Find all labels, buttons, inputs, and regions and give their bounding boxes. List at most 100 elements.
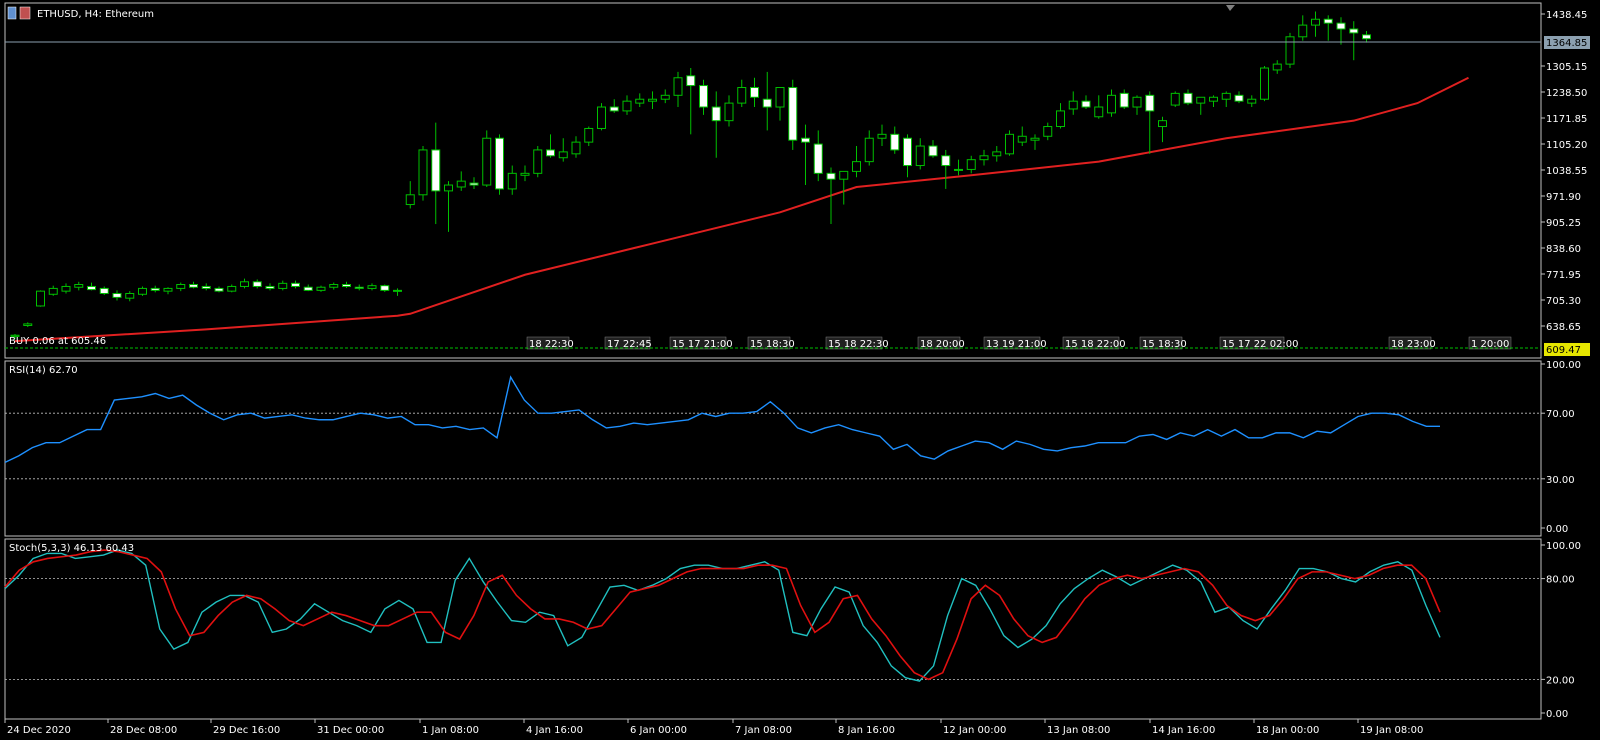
bear-candle [303, 286, 313, 291]
bull-candle [163, 287, 173, 292]
event-marker[interactable] [1139, 336, 1183, 350]
bear-candle [1145, 94, 1155, 112]
bull-candle [1043, 126, 1053, 137]
bear-candle [201, 285, 211, 289]
bear-candle [189, 284, 198, 288]
rsi-tick-label: 100.00 [1546, 360, 1581, 371]
bull-candle [507, 172, 517, 190]
bull-candle [915, 145, 925, 167]
price-panel-frame [4, 2, 1542, 359]
price-tick-label: 705.30 [1546, 296, 1581, 307]
rsi-line [4, 375, 1440, 464]
event-marker[interactable] [1219, 336, 1285, 350]
bear-candle [686, 75, 696, 87]
bear-candle [928, 145, 938, 157]
x-tick-label: 24 Dec 2020 [7, 725, 71, 736]
bull-candle [571, 141, 581, 155]
event-marker[interactable] [917, 336, 961, 350]
rsi-tick-label: 70.00 [1546, 409, 1575, 420]
bear-candle [1234, 94, 1244, 102]
event-marker[interactable] [1388, 336, 1432, 350]
bull-candle [877, 133, 887, 139]
bear-candle [941, 155, 951, 167]
bear-candle [699, 85, 708, 108]
bear-candle [342, 284, 351, 287]
bull-candle [418, 149, 428, 196]
event-marker-label: 15 18:30 [1142, 339, 1187, 350]
bull-candle [1221, 92, 1231, 100]
bear-candle [1362, 34, 1371, 40]
bull-candle [444, 184, 453, 192]
bull-candle [1298, 24, 1308, 38]
event-marker[interactable] [1062, 336, 1120, 350]
price-tick-label: 1438.45 [1546, 10, 1587, 21]
bull-candle [966, 159, 976, 170]
event-marker-label: 17 22:45 [607, 339, 652, 350]
price-tick-label: 838.60 [1546, 244, 1581, 255]
bull-candle [660, 94, 670, 100]
bull-candle [533, 149, 543, 174]
bear-candle [380, 285, 390, 291]
bull-candle [456, 180, 466, 188]
price-tick-label: 1171.85 [1546, 114, 1587, 125]
event-marker[interactable] [825, 336, 883, 350]
x-tick-label: 14 Jan 16:00 [1152, 725, 1215, 736]
stoch-tick-label: 80.00 [1546, 575, 1575, 586]
event-marker-label: 15 17 22 02:00 [1222, 339, 1299, 350]
current-price-text: 1364.85 [1546, 38, 1587, 49]
price-tick-label: 638.65 [1546, 322, 1581, 333]
bear-candle [265, 285, 275, 289]
stoch-tick-label: 20.00 [1546, 675, 1575, 686]
x-tick-label: 8 Jan 16:00 [838, 725, 895, 736]
bull-candle [597, 106, 606, 129]
event-marker-label: 15 18 22:00 [1065, 339, 1126, 350]
bear-candle [903, 137, 912, 167]
bull-candle [724, 102, 734, 122]
bull-candle [1209, 96, 1218, 102]
bear-candle [890, 133, 900, 151]
bear-candle [750, 87, 759, 98]
event-marker[interactable] [669, 336, 727, 350]
bull-candle [240, 281, 249, 287]
bull-candle [61, 285, 71, 292]
buy-position-label[interactable]: BUY 0.06 at 605.46 [9, 336, 106, 347]
event-marker[interactable] [747, 336, 791, 350]
rsi-label: RSI(14) 62.70 [9, 365, 78, 376]
bear-candle [609, 106, 619, 112]
chart-shift-marker-icon[interactable] [1226, 5, 1235, 11]
bull-candle [1247, 98, 1257, 104]
event-marker-label: 15 18:30 [750, 339, 795, 350]
event-marker[interactable] [1468, 336, 1512, 350]
event-marker[interactable] [983, 336, 1041, 350]
bull-candle [622, 100, 632, 112]
bull-candle [48, 287, 58, 295]
bull-candle [74, 284, 84, 288]
bear-candle [813, 143, 823, 174]
event-marker[interactable] [604, 336, 651, 350]
bear-candle [150, 287, 160, 291]
stoch-label: Stoch(5,3,3) 46.13 60.43 [9, 543, 134, 554]
bull-candle [648, 98, 657, 102]
bull-candle [405, 194, 415, 206]
price-tick-label: 771.95 [1546, 270, 1581, 281]
bull-candle [1260, 67, 1269, 100]
rsi-tick-label: 30.00 [1546, 475, 1575, 486]
bear-candle [546, 149, 555, 157]
price-tick-label: 905.25 [1546, 218, 1581, 229]
bull-candle [635, 98, 645, 104]
bear-candle [1349, 28, 1359, 34]
bear-candle [1081, 100, 1091, 108]
event-marker-label: 15 18 22:30 [828, 339, 889, 350]
event-marker[interactable] [526, 336, 570, 350]
bull-candle [1030, 137, 1040, 141]
price-tick-label: 1038.55 [1546, 166, 1587, 177]
bull-candle [520, 172, 530, 176]
bear-candle [354, 286, 364, 289]
chart-title: ETHUSD, H4: Ethereum [37, 9, 154, 20]
event-marker-label: 1 20:00 [1471, 339, 1509, 350]
bear-candle [495, 137, 504, 190]
bull-candle [176, 284, 186, 289]
stoch-main-line [4, 549, 1441, 682]
price-tick-label: 971.90 [1546, 192, 1581, 203]
